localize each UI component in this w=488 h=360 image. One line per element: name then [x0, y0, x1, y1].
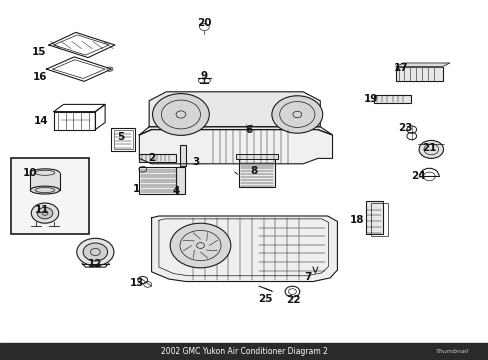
Bar — [111, 128, 135, 151]
Circle shape — [31, 203, 59, 223]
Bar — [180, 145, 185, 166]
Circle shape — [418, 140, 443, 158]
Text: 3: 3 — [192, 157, 199, 167]
Bar — [0, 343, 488, 360]
Circle shape — [37, 207, 53, 219]
Text: 14: 14 — [34, 116, 49, 126]
Text: 8: 8 — [250, 166, 257, 176]
Bar — [365, 201, 382, 234]
Text: 1: 1 — [133, 184, 140, 194]
Text: 11: 11 — [34, 204, 49, 215]
Polygon shape — [149, 92, 320, 127]
Ellipse shape — [30, 169, 60, 177]
Polygon shape — [151, 216, 337, 282]
Text: 24: 24 — [410, 171, 425, 181]
Text: 5: 5 — [117, 132, 124, 142]
Bar — [139, 167, 178, 194]
Bar — [114, 130, 132, 149]
Polygon shape — [139, 127, 332, 135]
Text: 20: 20 — [197, 18, 211, 28]
Text: 9: 9 — [201, 71, 207, 81]
Text: 23: 23 — [398, 123, 412, 133]
Bar — [395, 67, 442, 81]
Text: 7: 7 — [304, 272, 311, 282]
Text: Thumbnail: Thumbnail — [435, 349, 468, 354]
Bar — [373, 95, 410, 103]
Bar — [139, 154, 176, 162]
Circle shape — [271, 96, 322, 133]
Text: 22: 22 — [285, 294, 300, 305]
Circle shape — [83, 243, 107, 261]
Text: 17: 17 — [393, 63, 407, 73]
Text: 2002 GMC Yukon Air Conditioner Diagram 2: 2002 GMC Yukon Air Conditioner Diagram 2 — [161, 347, 327, 356]
Text: 21: 21 — [421, 143, 436, 153]
Text: 2: 2 — [148, 153, 155, 163]
Circle shape — [152, 94, 209, 135]
Text: 10: 10 — [23, 168, 38, 178]
Text: 6: 6 — [245, 125, 252, 135]
Bar — [236, 154, 277, 159]
Text: 18: 18 — [349, 215, 364, 225]
Circle shape — [77, 238, 114, 266]
Text: 12: 12 — [88, 258, 102, 269]
Bar — [30, 173, 60, 190]
Text: 19: 19 — [363, 94, 377, 104]
Text: 13: 13 — [129, 278, 144, 288]
Text: 15: 15 — [32, 47, 46, 57]
Ellipse shape — [30, 186, 60, 194]
Text: 25: 25 — [258, 294, 272, 304]
Bar — [238, 158, 275, 187]
Circle shape — [170, 223, 230, 268]
Bar — [11, 158, 89, 234]
Polygon shape — [395, 63, 449, 67]
Text: 16: 16 — [33, 72, 47, 82]
Polygon shape — [139, 130, 332, 164]
Bar — [370, 203, 387, 236]
Bar — [176, 167, 184, 194]
Text: 4: 4 — [172, 186, 180, 196]
